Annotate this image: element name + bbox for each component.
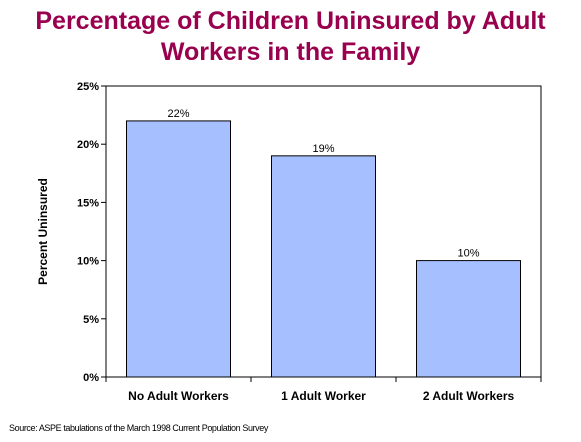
y-tick-label: 5% — [83, 314, 99, 326]
bar-data-label: 10% — [457, 248, 479, 260]
bar-data-label: 22% — [167, 108, 189, 120]
bars — [126, 120, 521, 378]
x-category-label: 2 Adult Workers — [423, 389, 515, 403]
y-tick-label: 0% — [83, 372, 99, 384]
data-labels: 22% 19% 10% — [167, 108, 479, 260]
x-category-label: 1 Adult Worker — [281, 389, 366, 403]
bar — [126, 120, 231, 378]
chart-title: Percentage of Children Uninsured by Adul… — [0, 6, 581, 68]
x-axis: No Adult Workers 1 Adult Worker 2 Adult Wo… — [105, 377, 542, 403]
y-tick-label: 20% — [77, 139, 99, 151]
x-category-label: No Adult Workers — [128, 389, 229, 403]
chart-title-line-2: Workers in the Family — [160, 38, 421, 66]
y-tick-label: 15% — [77, 197, 99, 209]
y-axis-label: Percent Uninsured — [36, 178, 50, 285]
y-tick-label: 25% — [77, 81, 99, 93]
bar-data-label: 19% — [312, 143, 334, 155]
chart-title-line-1: Percentage of Children Uninsured by Adul… — [35, 7, 546, 35]
bar — [416, 260, 521, 378]
plot-area-frame — [105, 85, 542, 378]
source-note: Source: ASPE tabulations of the March 19… — [9, 423, 268, 433]
bar — [271, 155, 376, 378]
y-axis: 0% 5% 10% 15% 20% 25% — [77, 81, 106, 384]
y-tick-label: 10% — [77, 256, 99, 268]
